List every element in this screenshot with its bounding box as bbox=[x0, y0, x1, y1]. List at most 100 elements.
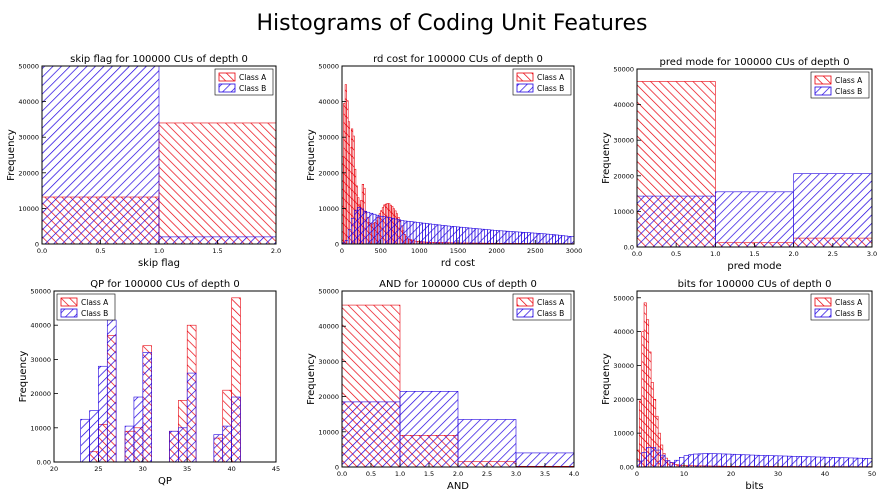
x-axis-label: bits bbox=[745, 481, 763, 492]
bar-class-b bbox=[542, 233, 547, 244]
bar-class-b bbox=[400, 220, 405, 244]
bar-class-b bbox=[493, 230, 497, 244]
bar-class-b bbox=[422, 222, 426, 244]
bar-class-a bbox=[158, 122, 276, 244]
bar-class-b bbox=[787, 455, 793, 467]
bar-class-b bbox=[222, 425, 232, 462]
bar-class-b bbox=[480, 228, 485, 244]
y-axis-label: Frequency bbox=[6, 129, 17, 181]
bar-class-b bbox=[446, 225, 451, 244]
bar-class-b bbox=[715, 191, 794, 247]
bar-class-a bbox=[646, 319, 650, 467]
bar-class-b bbox=[514, 231, 519, 244]
x-tick-label: 2.0 bbox=[453, 470, 463, 478]
bar-class-b bbox=[347, 229, 352, 244]
y-tick-label: 30000 bbox=[318, 358, 339, 366]
bar-class-b bbox=[834, 457, 840, 467]
y-tick-label: 40000 bbox=[318, 98, 339, 106]
bar-class-b bbox=[567, 236, 572, 244]
bar-class-b bbox=[443, 225, 448, 244]
x-tick-label: 3000 bbox=[566, 247, 583, 255]
x-tick-label: 2000 bbox=[488, 247, 505, 255]
y-tick-label: 20000 bbox=[318, 169, 339, 177]
bar-class-b bbox=[474, 228, 479, 244]
bar-class-b bbox=[558, 234, 562, 244]
y-tick-label: 10000 bbox=[318, 428, 339, 436]
legend-label-class-a: Class A bbox=[239, 73, 267, 82]
legend: Class A Class B bbox=[810, 293, 870, 321]
x-tick-label: 35 bbox=[183, 465, 191, 473]
bar-class-b bbox=[660, 454, 666, 467]
plot-frame bbox=[636, 290, 873, 468]
x-tick-label: 30 bbox=[139, 465, 147, 473]
legend: Class A Class B bbox=[214, 68, 274, 96]
legend: Class A Class B bbox=[56, 293, 116, 321]
bar-class-b bbox=[793, 173, 872, 247]
x-axis-label: skip flag bbox=[138, 258, 180, 269]
bar-class-b bbox=[391, 218, 395, 244]
bar-class-b bbox=[496, 230, 501, 244]
bar-class-b bbox=[412, 221, 417, 244]
bar-class-b bbox=[428, 223, 433, 244]
bar-class-b bbox=[791, 456, 798, 467]
bar-class-b bbox=[375, 214, 380, 244]
y-tick-label: 0 bbox=[335, 464, 339, 472]
bar-class-b bbox=[711, 453, 718, 467]
y-tick-label: 50000 bbox=[613, 66, 634, 74]
bar-class-a bbox=[231, 297, 241, 462]
legend-swatch-class-a bbox=[814, 75, 832, 85]
bar-class-b bbox=[768, 455, 774, 467]
y-tick-label: 0.00 bbox=[620, 464, 634, 472]
x-tick-label: 1500 bbox=[450, 247, 467, 255]
y-tick-label: 0.0 bbox=[624, 244, 634, 252]
bar-class-b bbox=[637, 195, 716, 247]
bar-class-b bbox=[399, 391, 459, 467]
panel-5: 0.0 0.5 1.0 1.5 2.0 2.5 3.0 3.5 4.0 0 10000 20000 30… bbox=[306, 279, 579, 492]
bar-class-b bbox=[848, 457, 854, 467]
x-tick-label: 40 bbox=[821, 470, 829, 478]
bar-class-b bbox=[178, 427, 188, 462]
legend-label-class-b: Class B bbox=[835, 87, 862, 96]
bar-class-b bbox=[372, 213, 377, 244]
bar-class-b bbox=[425, 223, 429, 244]
y-axis-label: Frequency bbox=[601, 132, 612, 184]
subplot-title: bits for 100000 CUs of depth 0 bbox=[678, 279, 832, 290]
bar-class-b bbox=[521, 231, 525, 244]
bar-class-b bbox=[80, 418, 90, 462]
bar-class-b bbox=[213, 434, 224, 462]
legend-label-class-b: Class B bbox=[835, 309, 862, 318]
figure-title: Histograms of Coding Unit Features bbox=[257, 11, 648, 36]
bar-class-b bbox=[106, 319, 117, 462]
bar-class-b bbox=[133, 396, 144, 462]
bar-class-b bbox=[664, 460, 671, 467]
bar-class-b bbox=[650, 447, 657, 467]
bar-class-b bbox=[524, 232, 528, 244]
x-axis-label: AND bbox=[447, 481, 469, 492]
x-tick-label: 3.0 bbox=[867, 250, 877, 258]
bar-class-b bbox=[490, 229, 494, 244]
bar-class-b bbox=[142, 352, 152, 462]
x-tick-label: 1.0 bbox=[710, 250, 720, 258]
bar-class-b bbox=[702, 453, 708, 467]
y-tick-label: 50000 bbox=[318, 63, 339, 71]
x-tick-label: 2.0 bbox=[271, 247, 281, 255]
x-tick-label: 2.0 bbox=[788, 250, 798, 258]
y-tick-label: 50000 bbox=[18, 63, 39, 71]
bar-class-b bbox=[744, 454, 751, 467]
x-tick-label: 25 bbox=[94, 465, 102, 473]
bar-class-b bbox=[415, 222, 420, 244]
bar-class-b bbox=[539, 233, 544, 244]
x-tick-label: 20 bbox=[50, 465, 58, 473]
subplot-title: QP for 100000 CUs of depth 0 bbox=[90, 279, 240, 290]
bar-class-b bbox=[477, 228, 482, 244]
bar-class-b bbox=[487, 229, 491, 244]
y-tick-label: 40000 bbox=[613, 328, 634, 336]
bar-class-b bbox=[637, 460, 642, 467]
bar-class-b bbox=[754, 454, 760, 467]
x-tick-label: 50 bbox=[868, 470, 876, 478]
x-tick-label: 1.5 bbox=[424, 470, 434, 478]
plot-frame bbox=[53, 290, 277, 463]
bar-class-b bbox=[449, 226, 454, 244]
bar-class-b bbox=[381, 216, 386, 244]
bar-class-b bbox=[536, 233, 541, 244]
